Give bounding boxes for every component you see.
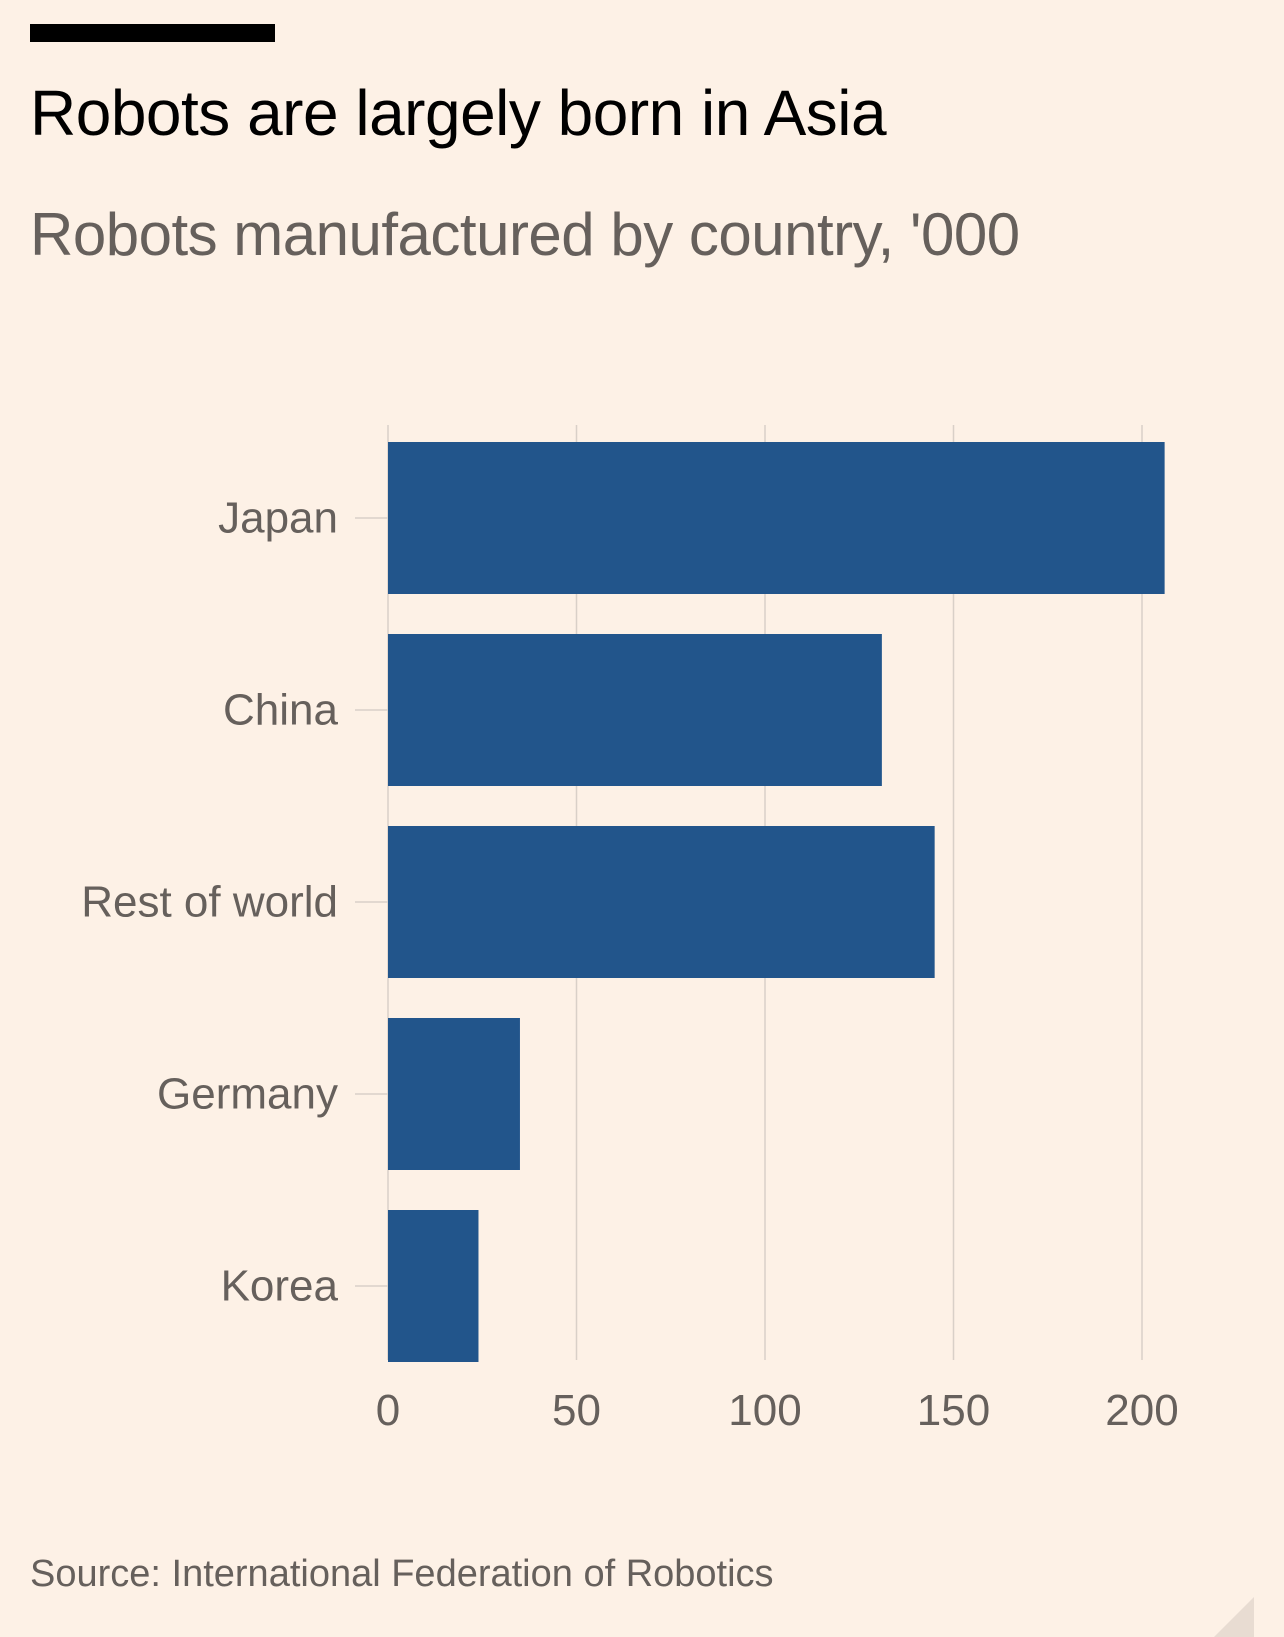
bar-rest-of-world	[388, 826, 935, 978]
x-tick-label-0: 0	[376, 1386, 400, 1435]
x-tick-label-100: 100	[728, 1386, 801, 1435]
bar-germany	[388, 1018, 520, 1170]
header-accent-bar	[30, 24, 275, 42]
source-note: Source: International Federation of Robo…	[30, 1553, 774, 1595]
x-tick-label-200: 200	[1105, 1386, 1178, 1435]
bar-china	[388, 634, 882, 786]
category-label-korea: Korea	[221, 1262, 339, 1311]
category-label-china: China	[223, 686, 338, 735]
corner-fold-icon	[1214, 1597, 1254, 1637]
category-label-germany: Germany	[157, 1070, 338, 1119]
bar-japan	[388, 442, 1165, 594]
x-tick-label-150: 150	[917, 1386, 990, 1435]
x-tick-label-50: 50	[552, 1386, 601, 1435]
chart-subtitle: Robots manufactured by country, '000	[30, 201, 1020, 268]
category-label-japan: Japan	[218, 494, 338, 543]
bar-korea	[388, 1210, 479, 1362]
chart-title: Robots are largely born in Asia	[30, 77, 887, 149]
category-label-rest-of-world: Rest of world	[81, 878, 338, 927]
